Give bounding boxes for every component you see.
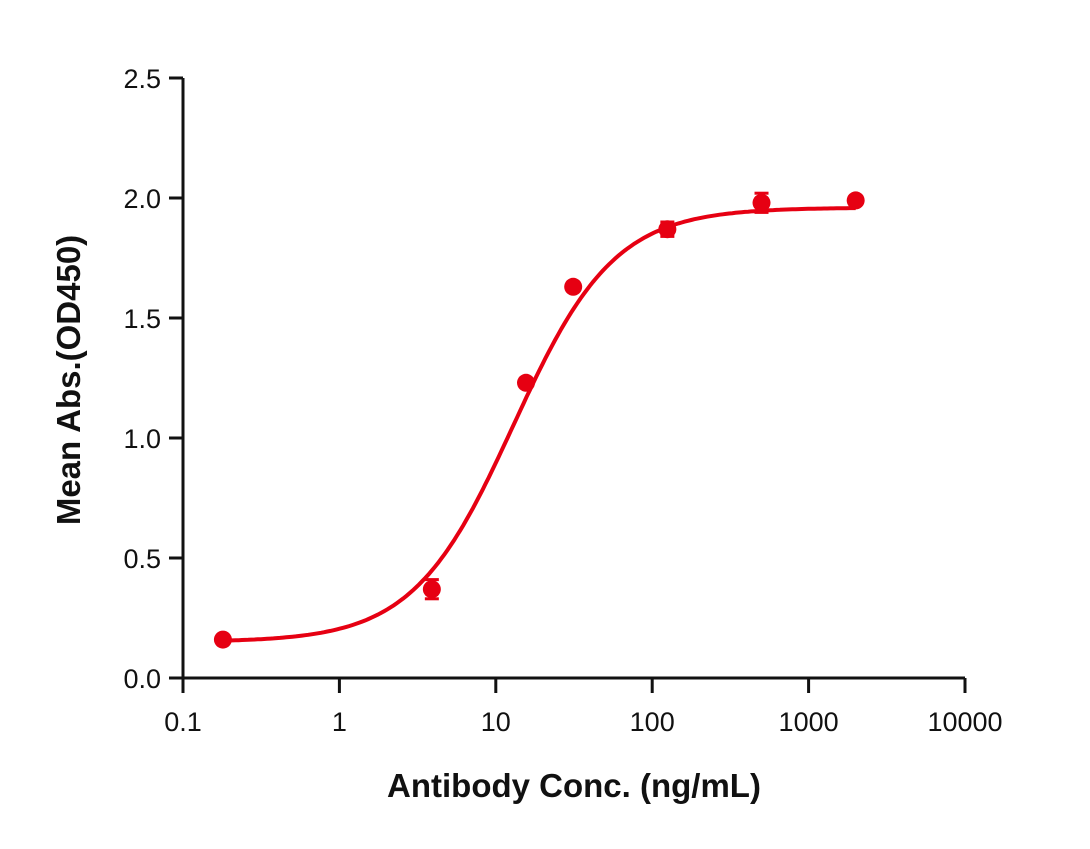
y-tick-label: 1.0 bbox=[123, 424, 161, 454]
x-tick-label: 10000 bbox=[927, 707, 1002, 737]
fit-curve bbox=[222, 206, 856, 643]
data-point bbox=[658, 220, 677, 239]
y-tick-label: 0.5 bbox=[123, 544, 161, 574]
data-point bbox=[517, 373, 536, 392]
y-tick-label: 2.0 bbox=[123, 184, 161, 214]
y-tick-label: 2.5 bbox=[123, 64, 161, 94]
y-tick-label: 0.0 bbox=[123, 664, 161, 694]
data-point bbox=[564, 277, 583, 296]
marker-circle bbox=[846, 191, 865, 210]
x-tick-label: 1000 bbox=[779, 707, 839, 737]
data-point bbox=[846, 191, 865, 210]
marker-circle bbox=[658, 220, 677, 239]
x-tick-label: 0.1 bbox=[164, 707, 202, 737]
x-tick-label: 1 bbox=[332, 707, 347, 737]
marker-circle bbox=[517, 373, 536, 392]
y-tick-labels: 0.0 0.5 1.0 1.5 2.0 2.5 bbox=[123, 64, 161, 694]
data-point bbox=[213, 630, 232, 649]
x-tick-label: 100 bbox=[630, 707, 675, 737]
x-tick-label: 10 bbox=[481, 707, 511, 737]
marker-circle bbox=[752, 193, 771, 212]
x-axis-title: Antibody Conc. (ng/mL) bbox=[387, 767, 761, 804]
marker-circle bbox=[422, 580, 441, 599]
axes bbox=[169, 76, 967, 693]
marker-circle bbox=[564, 277, 583, 296]
marker-circle bbox=[213, 630, 232, 649]
y-axis-title: Mean Abs.(OD450) bbox=[50, 235, 87, 525]
data-points bbox=[213, 191, 865, 649]
data-point bbox=[422, 578, 441, 601]
data-point bbox=[752, 191, 771, 214]
x-tick-labels: 0.1 1 10 100 1000 10000 bbox=[164, 707, 1002, 737]
y-tick-label: 1.5 bbox=[123, 304, 161, 334]
